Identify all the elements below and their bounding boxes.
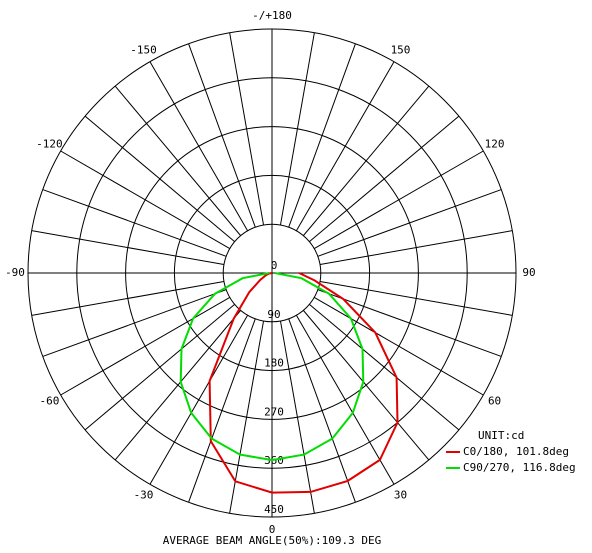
series-line xyxy=(208,272,399,494)
r-tick-label: 0 xyxy=(271,259,278,272)
angle-tick-label: 0 xyxy=(269,523,276,536)
angle-tick-label: -120 xyxy=(36,138,63,151)
angle-tick-label: -90 xyxy=(5,266,25,279)
angle-tick-label: -150 xyxy=(130,43,157,56)
angle-tick-label: -60 xyxy=(39,395,59,408)
r-tick-label: 270 xyxy=(264,405,284,418)
r-tick-label: 450 xyxy=(264,503,284,516)
series-line xyxy=(179,272,365,462)
r-tick-label: 180 xyxy=(264,357,284,370)
angle-tick-label: 90 xyxy=(522,266,535,279)
angle-tick-label: -30 xyxy=(134,489,154,502)
angle-tick-label: 30 xyxy=(394,489,407,502)
unit-label: UNIT:cd xyxy=(478,429,524,442)
legend-label: C0/180, 101.8deg xyxy=(463,445,569,458)
legend-label: C90/270, 116.8deg xyxy=(463,461,576,474)
angle-tick-label: 60 xyxy=(488,395,501,408)
angle-tick-label: 150 xyxy=(391,43,411,56)
footer: AVERAGE BEAM ANGLE(50%):109.3 DEG xyxy=(163,534,382,547)
angle-tick-label: -/+180 xyxy=(252,9,292,22)
angle-tick-label: 120 xyxy=(485,138,505,151)
r-tick-label: 90 xyxy=(267,308,280,321)
